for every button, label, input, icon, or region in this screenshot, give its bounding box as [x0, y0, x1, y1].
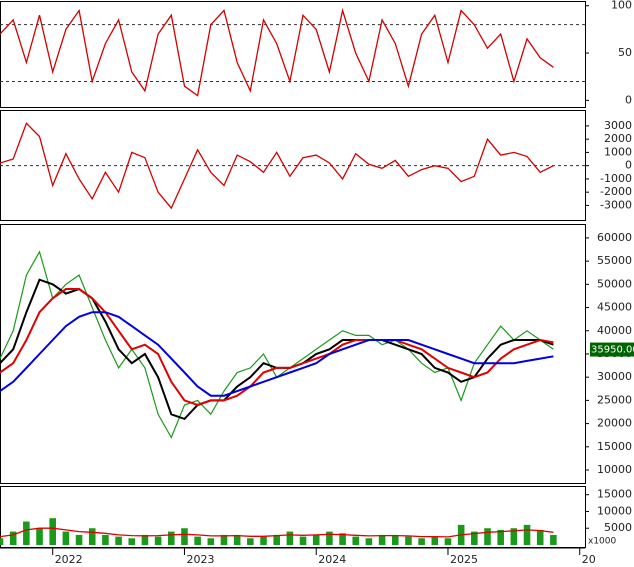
volume-bar: [0, 538, 4, 545]
volume-bar: [484, 528, 491, 545]
volume-bar: [418, 538, 425, 545]
volume-bar: [194, 536, 201, 545]
y-tick-label: 30000: [597, 370, 632, 383]
y-tick-label: 1000: [604, 145, 632, 158]
volume-bar: [497, 529, 504, 545]
series-line: [0, 288, 554, 407]
volume-bar: [128, 538, 136, 545]
volume-bar: [207, 538, 215, 545]
volume-bar: [233, 534, 241, 545]
y-tick-label: 100: [611, 0, 632, 12]
series-line: [0, 278, 554, 421]
y-tick-label: 40000: [597, 324, 632, 337]
volume-bar: [247, 538, 254, 545]
y-tick-label: 0: [625, 93, 632, 106]
x-tick-label: 2025: [450, 553, 478, 566]
volume-bar: [365, 538, 373, 545]
volume-bar: [523, 524, 531, 545]
volume-bar: [550, 534, 557, 545]
last-price-box: [590, 342, 634, 357]
x-tick-label: 2022: [55, 553, 83, 566]
series-line: [0, 311, 554, 397]
y-tick-label: 50: [618, 46, 632, 59]
y-tick-label: 15000: [597, 488, 632, 501]
volume-bar: [431, 536, 439, 545]
volume-bar: [62, 531, 70, 545]
volume-bar: [181, 528, 188, 545]
volume-bar: [102, 534, 109, 545]
x-tick-label: 20: [582, 553, 596, 566]
y-tick-label: 20000: [597, 417, 632, 430]
y-tick-label: 2000: [604, 132, 632, 145]
y-tick-label: 5000: [604, 521, 632, 534]
y-tick-label: 15000: [597, 440, 632, 453]
volume-bar: [9, 531, 17, 545]
y-tick-label: -1000: [600, 172, 632, 185]
volume-bar: [88, 528, 96, 545]
volume-bar: [286, 531, 294, 545]
volume-bar: [115, 536, 122, 545]
volume-bar: [378, 534, 386, 545]
volume-bar: [326, 531, 333, 545]
y-tick-label: 3000: [604, 119, 632, 132]
y-tick-label: 25000: [597, 393, 632, 406]
volume-bar: [339, 533, 346, 545]
panel-frame: [0, 1, 586, 108]
last-price-label: 35950.00: [591, 345, 634, 356]
volume-bar: [312, 534, 320, 545]
volume-bar: [299, 536, 307, 545]
series-line: [0, 527, 554, 538]
volume-bar: [536, 529, 544, 545]
volume-bar: [391, 534, 399, 545]
panel-frame: [0, 110, 586, 221]
series-line: [0, 7, 554, 97]
y-tick-label: -3000: [600, 198, 632, 211]
y-tick-label: 60000: [597, 231, 632, 244]
series-line: [0, 122, 554, 210]
volume-bar: [49, 518, 56, 545]
y-tick-label: 50000: [597, 277, 632, 290]
volume-bar: [75, 534, 83, 545]
volume-bar: [154, 536, 162, 545]
volume-bar: [220, 534, 228, 545]
volume-bar: [23, 521, 30, 545]
y-tick-label: 55000: [597, 254, 632, 267]
volume-bar: [471, 531, 478, 545]
y-tick-label: 0: [625, 159, 632, 172]
y-tick-label: 45000: [597, 301, 632, 314]
series-line: [0, 250, 554, 439]
unit-label: x1000: [588, 537, 617, 547]
volume-bar: [273, 534, 280, 545]
x-tick-label: 2023: [186, 553, 214, 566]
volume-bar: [405, 536, 412, 545]
y-tick-label: 10000: [597, 504, 632, 517]
volume-bar: [141, 534, 149, 545]
volume-bar: [167, 531, 175, 545]
volume-bar: [260, 536, 267, 545]
volume-bar: [352, 536, 360, 545]
x-tick-label: 2024: [318, 553, 346, 566]
volume-bar: [510, 528, 518, 545]
panel-frame: [0, 224, 586, 484]
volume-bar: [444, 538, 452, 545]
volume-bar: [36, 528, 43, 545]
y-tick-label: 10000: [597, 463, 632, 476]
y-tick-label: -2000: [600, 185, 632, 198]
